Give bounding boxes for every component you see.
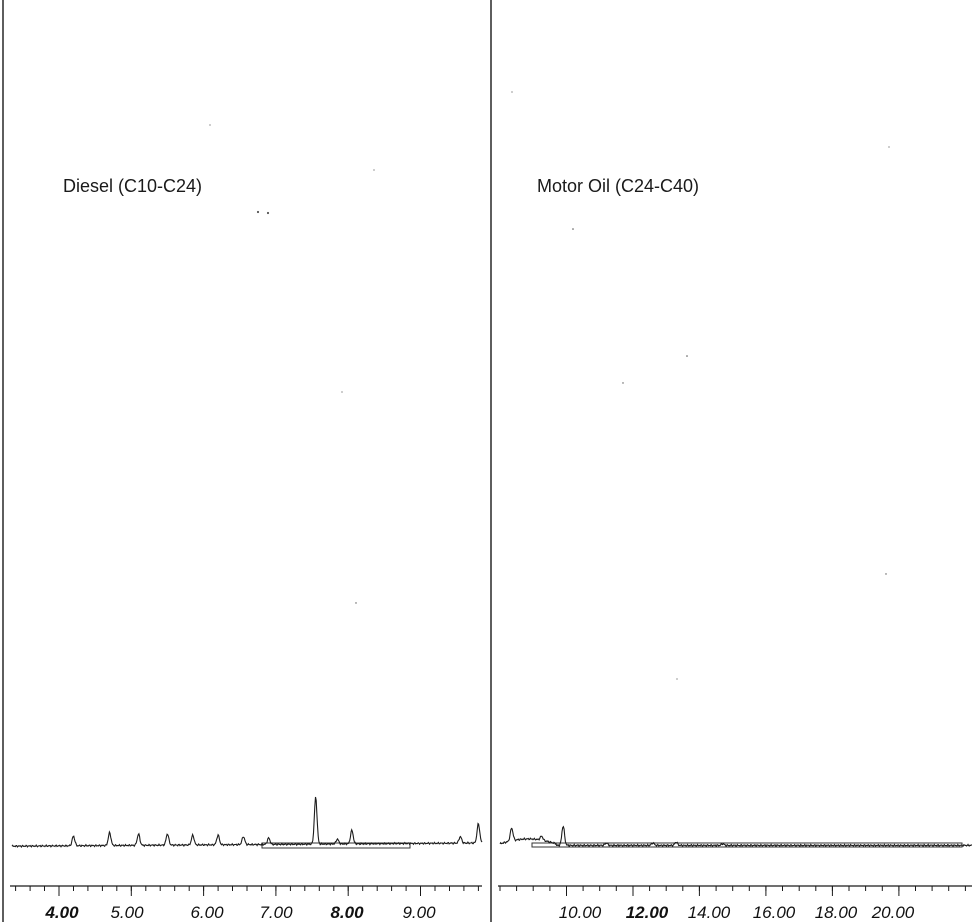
diesel-trace-line (11, 796, 483, 848)
speck (341, 391, 343, 393)
motor-oil-tick-label: 12.00 (626, 903, 669, 922)
speck (209, 124, 211, 126)
diesel-tick-label: 6.00 (190, 903, 224, 922)
diesel-panel-title: Diesel (C10-C24) (63, 176, 202, 196)
diesel-tick-label: 5.00 (110, 903, 144, 922)
speck (256, 210, 260, 214)
diesel-chromatogram: 4.00 5.00 6.00 7.00 8.00 9.00 (10, 796, 483, 922)
speck (266, 211, 270, 215)
speck (676, 678, 678, 680)
speck (885, 573, 887, 575)
diesel-tick-label: 8.00 (330, 903, 364, 922)
motor-oil-minor-ticks (499, 886, 966, 891)
diesel-tick-label: 4.00 (44, 903, 79, 922)
speck (355, 602, 357, 604)
speck (511, 91, 513, 93)
speck (622, 382, 624, 384)
speck (888, 146, 890, 148)
diesel-tick-label: 7.00 (259, 903, 293, 922)
motor-oil-chromatogram: 10.00 12.00 14.00 16.00 18.00 20.00 (498, 825, 972, 922)
motor-oil-tick-label: 16.00 (753, 903, 796, 922)
diesel-integration-box (261, 842, 411, 849)
motor-oil-tick-label: 14.00 (688, 903, 731, 922)
diesel-minor-ticks (15, 886, 479, 891)
motor-oil-tick-label: 20.00 (871, 903, 915, 922)
motor-oil-panel-title: Motor Oil (C24-C40) (537, 176, 699, 196)
speck (373, 169, 375, 171)
diesel-tick-label: 9.00 (402, 903, 436, 922)
speck (686, 355, 688, 357)
motor-oil-tick-labels: 10.00 12.00 14.00 16.00 18.00 20.00 (559, 903, 915, 922)
diesel-major-ticks (58, 886, 421, 896)
motor-oil-tick-label: 18.00 (815, 903, 858, 922)
motor-oil-tick-label: 10.00 (559, 903, 602, 922)
diesel-tick-labels: 4.00 5.00 6.00 7.00 8.00 9.00 (44, 903, 436, 922)
motor-oil-major-ticks (566, 886, 900, 896)
scan-specks (209, 91, 890, 680)
speck (572, 228, 574, 230)
motor-oil-trace-line (499, 825, 972, 848)
